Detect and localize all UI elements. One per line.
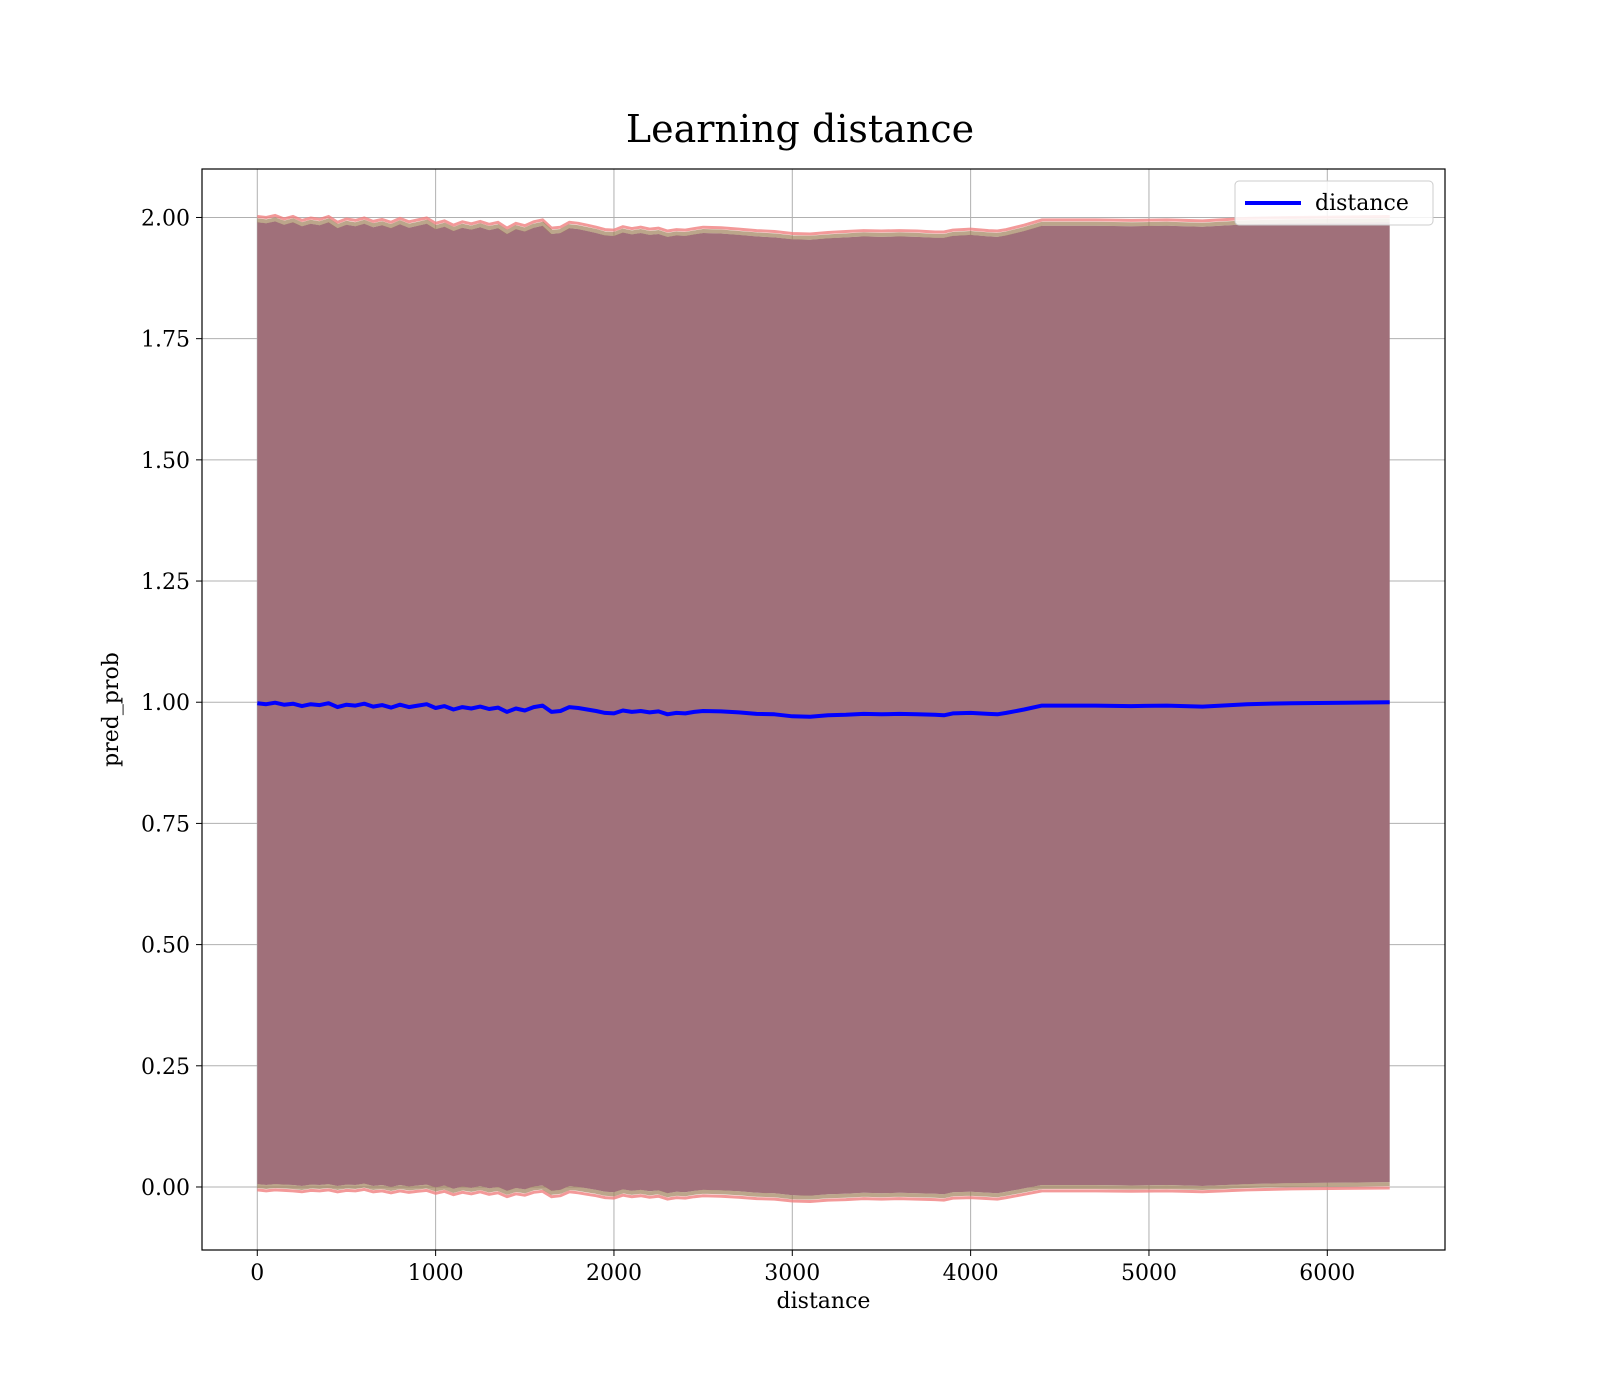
x-tick-label: 5000 <box>1121 1261 1177 1286</box>
y-tick-label: 0.50 <box>141 934 190 959</box>
band-lower-inner-edge <box>257 1182 1390 1200</box>
band-area <box>257 221 1390 1196</box>
x-tick-label: 4000 <box>943 1261 999 1286</box>
band-lower-edge <box>257 1186 1390 1204</box>
confidence-band <box>257 213 1390 1204</box>
y-tick-label: 1.75 <box>141 328 190 353</box>
series-lines <box>257 700 1390 719</box>
y-axis-label: pred_prob <box>99 652 124 767</box>
x-tick-label: 1000 <box>408 1261 464 1286</box>
x-tick-label: 2000 <box>586 1261 642 1286</box>
series-line-distance <box>257 700 1390 719</box>
legend: distance <box>1234 180 1434 226</box>
x-tick-label: 6000 <box>1299 1261 1355 1286</box>
chart-title: Learning distance <box>626 107 974 151</box>
x-tick-label: 0 <box>250 1261 264 1286</box>
y-tick-label: 0.75 <box>141 812 190 837</box>
y-tick-label: 1.50 <box>141 449 190 474</box>
y-tick-label: 1.25 <box>141 570 190 595</box>
x-axis-label: distance <box>777 1289 871 1314</box>
band-upper-edge <box>257 213 1390 236</box>
axis-ticks: 0 1000 2000 3000 4000 5000 6000 0.00 0.25 0.50 0.7… <box>141 206 1355 1286</box>
legend-label-distance: distance <box>1315 191 1409 216</box>
band-upper-inner-edge <box>257 217 1390 240</box>
y-tick-label: 0.25 <box>141 1055 190 1080</box>
legend-box <box>1234 180 1434 226</box>
y-tick-label: 1.00 <box>141 691 190 716</box>
x-tick-label: 3000 <box>764 1261 820 1286</box>
y-tick-label: 2.00 <box>141 206 190 231</box>
y-tick-label: 0.00 <box>141 1176 190 1201</box>
plot-frame <box>201 168 1446 1251</box>
